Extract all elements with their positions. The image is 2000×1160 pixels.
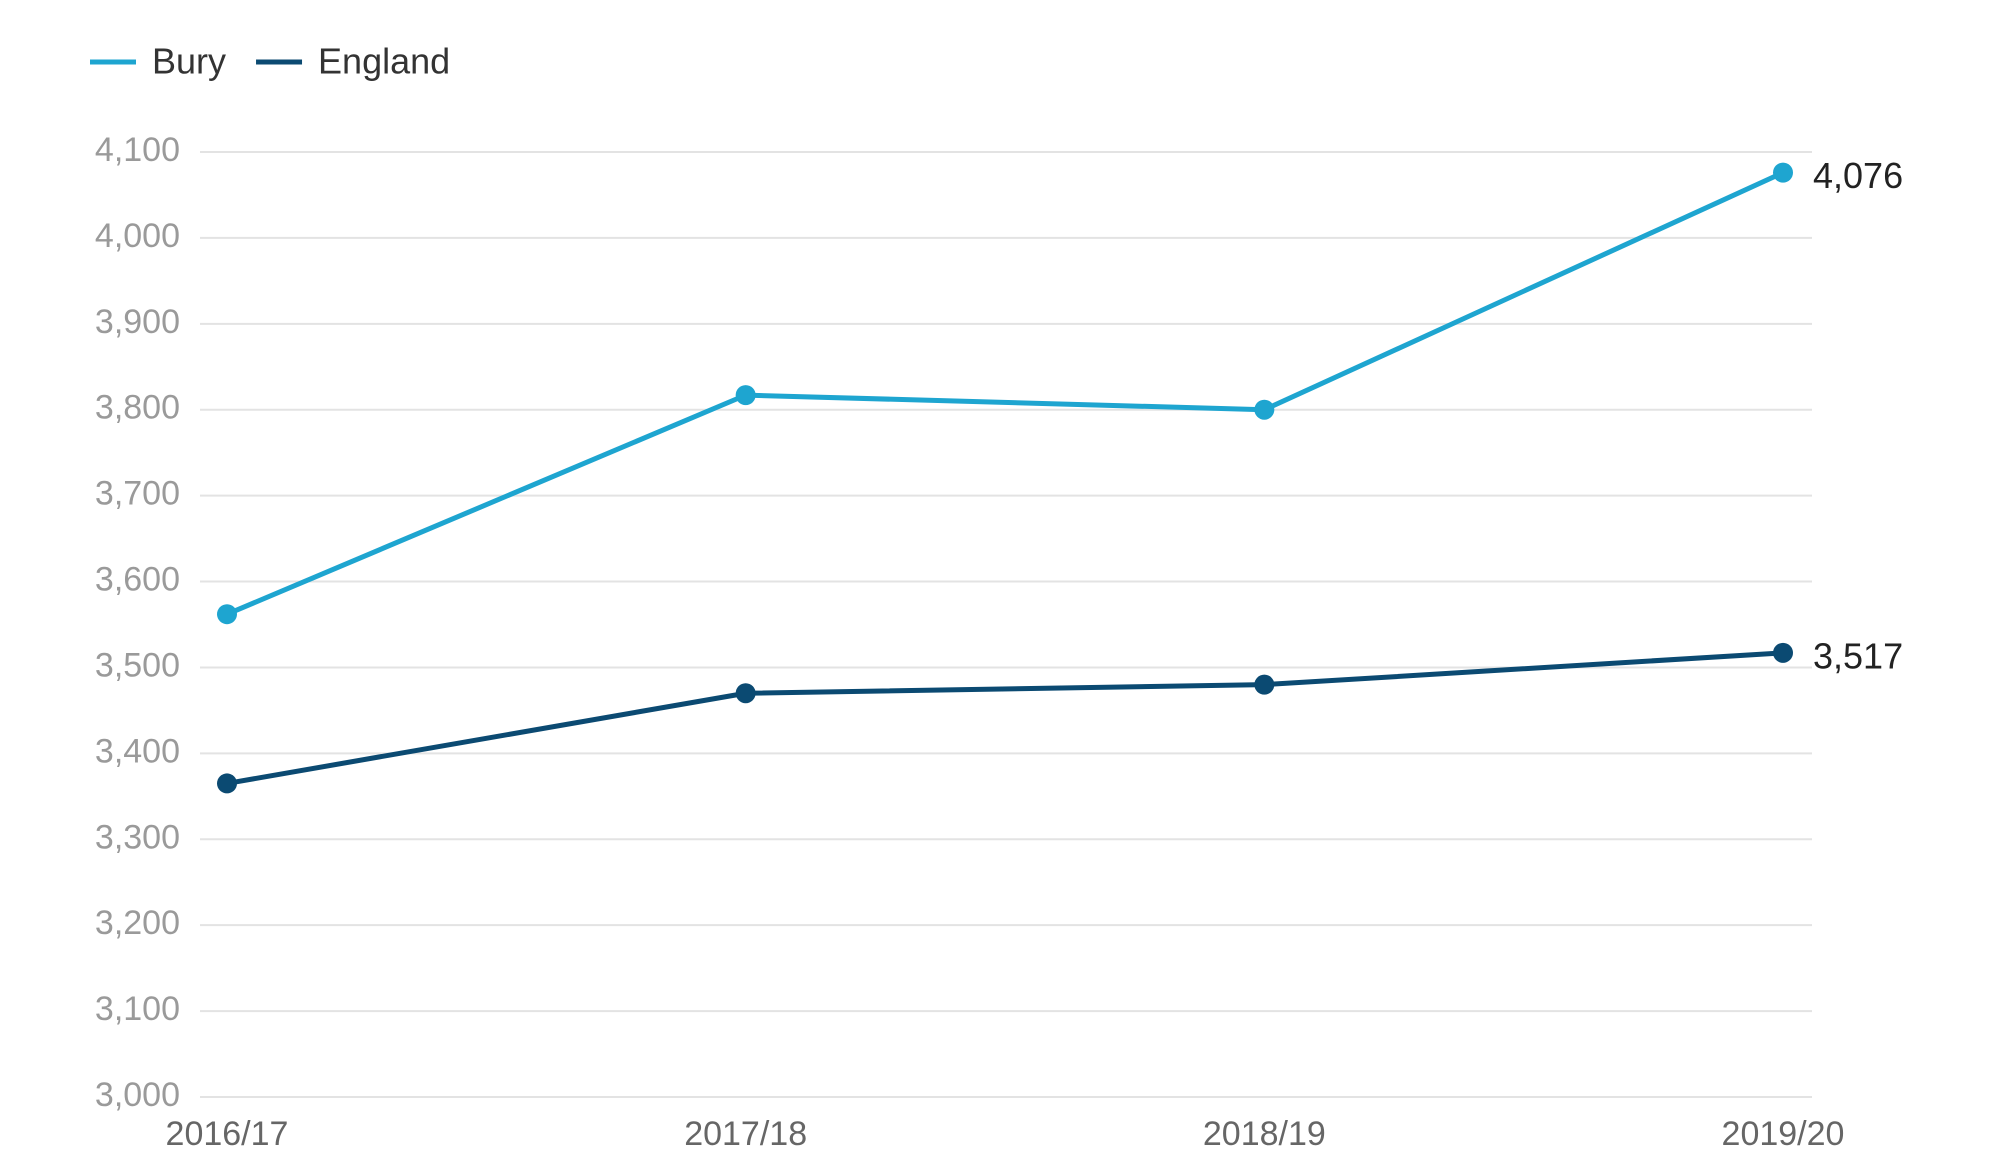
x-tick-label: 2018/19 (1203, 1115, 1326, 1153)
y-tick-label: 3,800 (95, 389, 180, 427)
data-point (1773, 642, 1793, 663)
x-tick-label: 2016/17 (166, 1115, 289, 1153)
y-tick-label: 3,600 (95, 561, 180, 599)
y-tick-label: 3,500 (95, 646, 180, 684)
x-tick-label: 2019/20 (1722, 1115, 1845, 1153)
data-point (217, 773, 237, 794)
y-tick-label: 3,300 (95, 818, 180, 856)
data-point (1773, 162, 1793, 183)
y-tick-label: 3,200 (95, 904, 180, 942)
data-point (735, 683, 756, 704)
data-label: 3,517 (1813, 635, 1903, 676)
x-tick-label: 2017/18 (684, 1115, 807, 1153)
series-line (226, 170, 1785, 617)
data-point (217, 604, 237, 625)
y-tick-label: 4,100 (95, 131, 180, 169)
data-label: 4,076 (1813, 155, 1903, 196)
legend-label: Bury (152, 41, 226, 82)
data-point (1254, 674, 1275, 695)
y-tick-label: 4,000 (95, 217, 180, 255)
data-point (1254, 399, 1275, 420)
y-tick-label: 3,100 (95, 990, 180, 1028)
series-line (226, 650, 1784, 786)
y-tick-label: 3,400 (95, 732, 180, 770)
data-point (735, 385, 756, 406)
y-tick-label: 3,000 (95, 1076, 180, 1114)
y-tick-label: 3,900 (95, 303, 180, 341)
y-tick-label: 3,700 (95, 475, 180, 513)
legend-label: England (318, 41, 450, 82)
